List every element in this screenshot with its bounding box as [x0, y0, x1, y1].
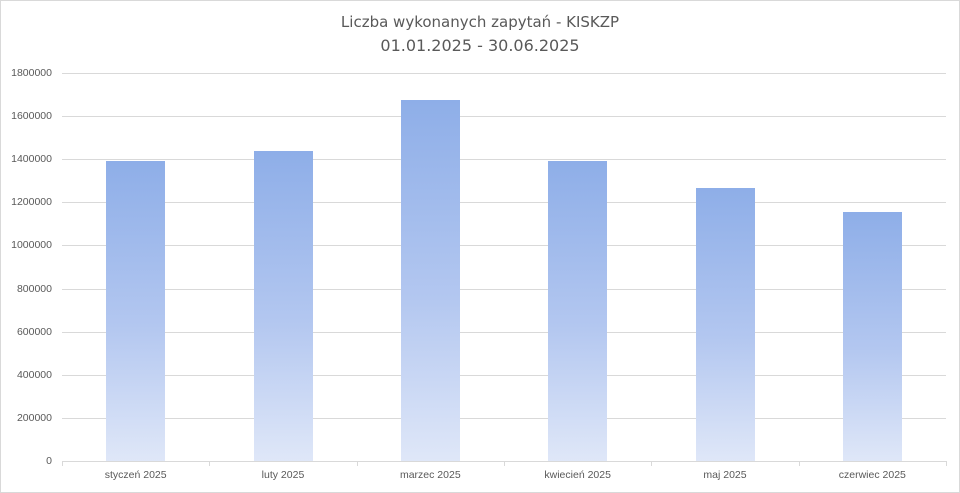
bar[interactable]: [695, 188, 755, 461]
gridline: [62, 374, 946, 376]
x-tick-label: czerwiec 2025: [838, 469, 906, 481]
y-tick-label: 200000: [16, 411, 52, 424]
gridline: [62, 288, 946, 290]
bar[interactable]: [400, 100, 460, 461]
gridline: [62, 331, 946, 333]
y-tick-label: 0: [46, 455, 52, 467]
x-tick-label: maj 2025: [703, 469, 747, 481]
x-tick-label: marzec 2025: [399, 469, 461, 481]
x-tick-label: styczeń 2025: [104, 469, 167, 481]
y-tick-label: 400000: [16, 368, 52, 381]
y-tick-label: 1400000: [11, 153, 52, 166]
x-tick-label: luty 2025: [261, 469, 305, 481]
x-tick-mark: [62, 461, 63, 466]
x-tick-mark: [798, 461, 800, 466]
y-tick-label: 1800000: [11, 67, 52, 79]
x-tick-mark: [946, 461, 947, 466]
chart-subtitle: 01.01.2025 - 30.06.2025: [380, 36, 580, 55]
gridline: [62, 73, 946, 74]
y-tick-label: 1600000: [11, 110, 52, 123]
x-tick-label: kwiecień 2025: [544, 469, 611, 481]
gridline: [62, 202, 946, 204]
gridline: [62, 417, 946, 419]
x-tick-mark: [651, 461, 653, 466]
bar[interactable]: [253, 151, 313, 461]
gridline: [62, 159, 946, 161]
x-tick-mark: [209, 461, 211, 466]
y-tick-label: 600000: [16, 325, 52, 338]
y-tick-label: 800000: [16, 282, 52, 295]
chart-title: Liczba wykonanych zapytań - KISKZP: [340, 13, 620, 31]
gridline: [62, 245, 946, 247]
x-tick-mark: [504, 461, 505, 466]
y-tick-label: 1200000: [11, 196, 52, 209]
bar[interactable]: [106, 161, 166, 461]
x-tick-mark: [356, 461, 358, 466]
bar[interactable]: [842, 212, 902, 461]
y-tick-label: 1000000: [11, 239, 52, 252]
bar[interactable]: [548, 161, 608, 461]
plot-area: [62, 73, 946, 461]
gridline: [62, 116, 946, 118]
